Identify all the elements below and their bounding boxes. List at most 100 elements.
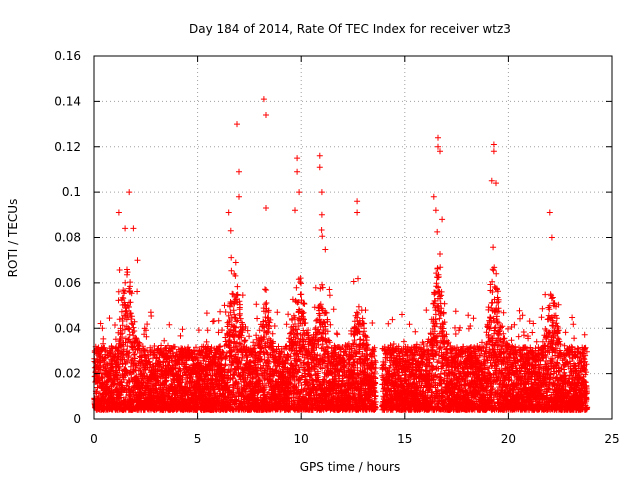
data-point xyxy=(125,325,132,332)
data-point xyxy=(128,316,135,323)
data-point xyxy=(357,336,364,343)
data-point xyxy=(318,227,325,233)
data-point xyxy=(298,291,305,298)
data-point xyxy=(99,325,106,332)
data-point xyxy=(152,381,159,388)
data-point xyxy=(119,318,126,324)
data-point xyxy=(355,275,361,282)
data-point xyxy=(130,332,137,339)
data-point xyxy=(330,306,337,313)
data-point xyxy=(253,301,260,308)
data-point xyxy=(195,327,202,334)
data-point xyxy=(109,390,116,396)
data-point xyxy=(122,386,129,393)
data-point xyxy=(126,349,133,356)
data-point xyxy=(203,338,210,345)
data-point xyxy=(114,376,120,383)
data-point xyxy=(127,279,134,286)
data-point xyxy=(127,289,134,296)
data-point xyxy=(262,301,269,308)
data-point xyxy=(126,326,133,333)
data-point xyxy=(106,315,113,322)
data-point xyxy=(123,307,130,314)
data-point xyxy=(350,278,357,285)
data-point xyxy=(153,386,160,393)
data-point xyxy=(285,311,292,318)
data-point xyxy=(119,361,126,368)
data-point xyxy=(215,317,222,324)
data-point xyxy=(234,283,241,290)
data-point xyxy=(355,303,362,310)
data-point xyxy=(334,331,341,338)
data-point xyxy=(326,286,333,293)
data-point xyxy=(239,292,246,299)
data-point xyxy=(101,355,108,362)
data-point xyxy=(242,337,249,344)
data-point xyxy=(128,290,135,297)
data-point xyxy=(130,324,137,331)
data-point xyxy=(115,297,122,304)
data-point xyxy=(116,267,123,273)
data-point xyxy=(131,318,138,325)
data-point xyxy=(136,341,143,347)
data-point xyxy=(151,343,158,349)
data-point xyxy=(127,299,134,306)
data-point xyxy=(132,355,138,362)
data-point xyxy=(124,269,131,276)
data-point xyxy=(144,321,151,328)
data-point xyxy=(319,233,326,240)
data-point xyxy=(134,288,141,295)
data-point xyxy=(124,302,131,309)
data-point xyxy=(246,333,253,340)
data-point xyxy=(312,284,319,291)
data-point xyxy=(326,292,333,299)
data-point xyxy=(143,333,150,340)
data-point xyxy=(221,302,228,309)
data-point xyxy=(293,284,300,291)
data-point xyxy=(100,335,107,342)
data-point xyxy=(263,300,270,306)
data-point xyxy=(362,307,369,314)
data-point xyxy=(148,313,155,319)
data-point xyxy=(254,315,261,322)
data-point xyxy=(143,327,149,334)
data-point xyxy=(139,343,146,350)
data-point xyxy=(232,259,239,266)
data-point xyxy=(222,361,229,368)
data-point xyxy=(155,366,161,373)
data-point xyxy=(161,337,168,344)
data-point xyxy=(301,301,308,307)
data-point xyxy=(274,309,281,316)
data-point xyxy=(283,321,290,328)
data-point xyxy=(262,286,268,293)
data-points xyxy=(91,96,591,413)
data-point xyxy=(166,321,173,328)
data-point xyxy=(361,328,368,335)
data-point xyxy=(133,335,140,342)
chart-title: Day 184 of 2014, Rate Of TEC Index for r… xyxy=(189,22,511,36)
data-point xyxy=(228,267,235,274)
data-point xyxy=(132,335,139,341)
data-point xyxy=(140,370,147,376)
data-point xyxy=(263,287,270,293)
data-point xyxy=(177,332,184,339)
data-point xyxy=(136,365,143,372)
data-point xyxy=(228,254,235,261)
data-point xyxy=(322,246,329,253)
data-point xyxy=(119,330,126,337)
data-point xyxy=(112,322,118,328)
data-point xyxy=(131,328,138,334)
data-point xyxy=(120,295,127,302)
data-point xyxy=(203,310,210,317)
data-point xyxy=(122,279,129,286)
data-point xyxy=(204,327,211,334)
grid-lines xyxy=(94,56,612,419)
data-point xyxy=(127,310,134,317)
data-point xyxy=(179,326,186,333)
data-point xyxy=(97,362,104,369)
data-point xyxy=(146,358,153,365)
data-point xyxy=(158,342,165,349)
data-point xyxy=(120,352,127,359)
data-point xyxy=(115,288,122,295)
